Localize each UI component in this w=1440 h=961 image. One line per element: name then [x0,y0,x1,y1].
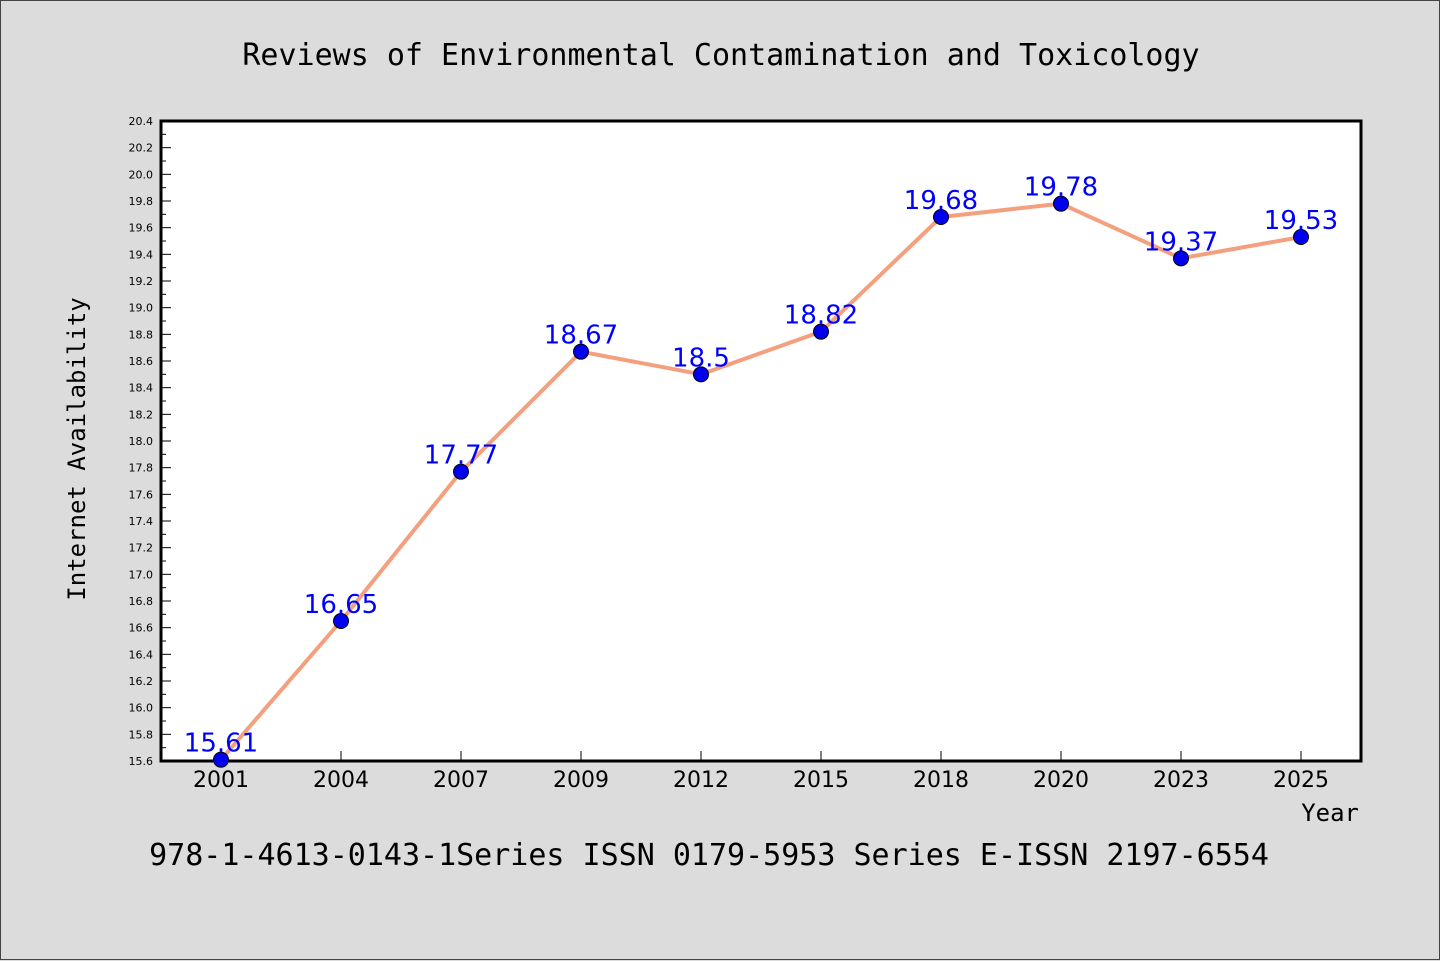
data-point [333,613,349,629]
data-label: 15.61 [184,729,258,759]
data-labels: 15.61 16.65 17.77 18.67 18.5 18.82 19.68 19.78 1… [184,173,1338,759]
y-tick-label: 15.8 [129,728,154,741]
data-label: 18.82 [784,301,858,331]
series-line [219,201,1303,762]
y-tick-label: 18.6 [129,355,154,368]
y-tick-label: 16.8 [129,595,154,608]
y-tick-label: 20.4 [129,115,154,128]
x-tick-label: 2001 [193,768,249,793]
data-markers [213,195,1309,768]
y-tick-label: 19.8 [129,195,154,208]
data-point [813,323,829,340]
y-tick-label: 19.2 [129,275,154,288]
data-point [693,366,709,383]
x-axis: 2001 2004 2007 2009 2012 2015 2018 2020 2023 2025 [193,751,1329,793]
data-label: 18.5 [672,343,730,373]
y-tick-label: 16.2 [129,675,154,688]
y-tick-label: 17.4 [129,515,154,528]
data-point [1173,250,1189,267]
data-label: 19.78 [1024,173,1098,203]
x-axis-label: Year [1301,799,1359,827]
chart-title: Reviews of Environmental Contamination a… [242,38,1199,73]
data-label: 19.53 [1264,206,1338,236]
y-tick-label: 19.4 [129,248,154,261]
y-tick-label: 17.2 [129,542,154,555]
x-tick-label: 2012 [673,768,729,793]
y-tick-label: 16.6 [129,622,154,635]
y-tick-label: 19.0 [129,302,154,315]
data-point [213,751,229,768]
data-label: 19.68 [904,186,978,216]
y-tick-label: 18.8 [129,328,154,341]
y-tick-label: 17.0 [129,568,154,581]
y-tick-label: 16.0 [129,702,154,715]
y-tick-label: 20.0 [129,168,154,181]
data-point [1053,195,1069,212]
y-axis-label: Internet Availability [63,297,91,600]
x-tick-label: 2004 [313,768,369,793]
x-tick-label: 2007 [433,768,489,793]
y-tick-label: 18.4 [129,382,154,395]
plot-area [159,119,1363,763]
x-tick-label: 2025 [1273,768,1329,793]
y-tick-label: 19.6 [129,222,154,235]
data-label: 16.65 [304,590,378,620]
data-label: 17.77 [424,441,498,471]
data-point [573,343,589,360]
data-label: 19.37 [1144,227,1218,257]
data-point [453,463,469,480]
y-tick-label: 18.0 [129,435,154,448]
y-tick-label: 20.2 [129,142,154,155]
data-point [933,209,949,225]
x-tick-label: 2023 [1153,768,1209,793]
y-tick-label: 16.4 [129,648,154,661]
x-tick-label: 2015 [793,768,849,793]
y-tick-label: 15.6 [129,755,154,768]
y-tick-label: 17.6 [129,488,154,501]
y-tick-label: 17.8 [129,462,154,475]
x-tick-label: 2020 [1033,768,1089,793]
y-tick-label: 18.2 [129,408,154,421]
data-label: 18.67 [544,321,618,351]
series-line-group [219,201,1303,762]
x-tick-label: 2018 [913,768,969,793]
footer-isbn-text: 978-1-4613-0143-1Series ISSN 0179-5953 S… [149,838,1269,873]
y-axis: 15.6 15.8 16.0 16.2 16.4 16.6 16.8 17.0 17.2 17.4… [129,115,171,768]
x-tick-label: 2009 [553,768,609,793]
data-point [1293,229,1309,245]
